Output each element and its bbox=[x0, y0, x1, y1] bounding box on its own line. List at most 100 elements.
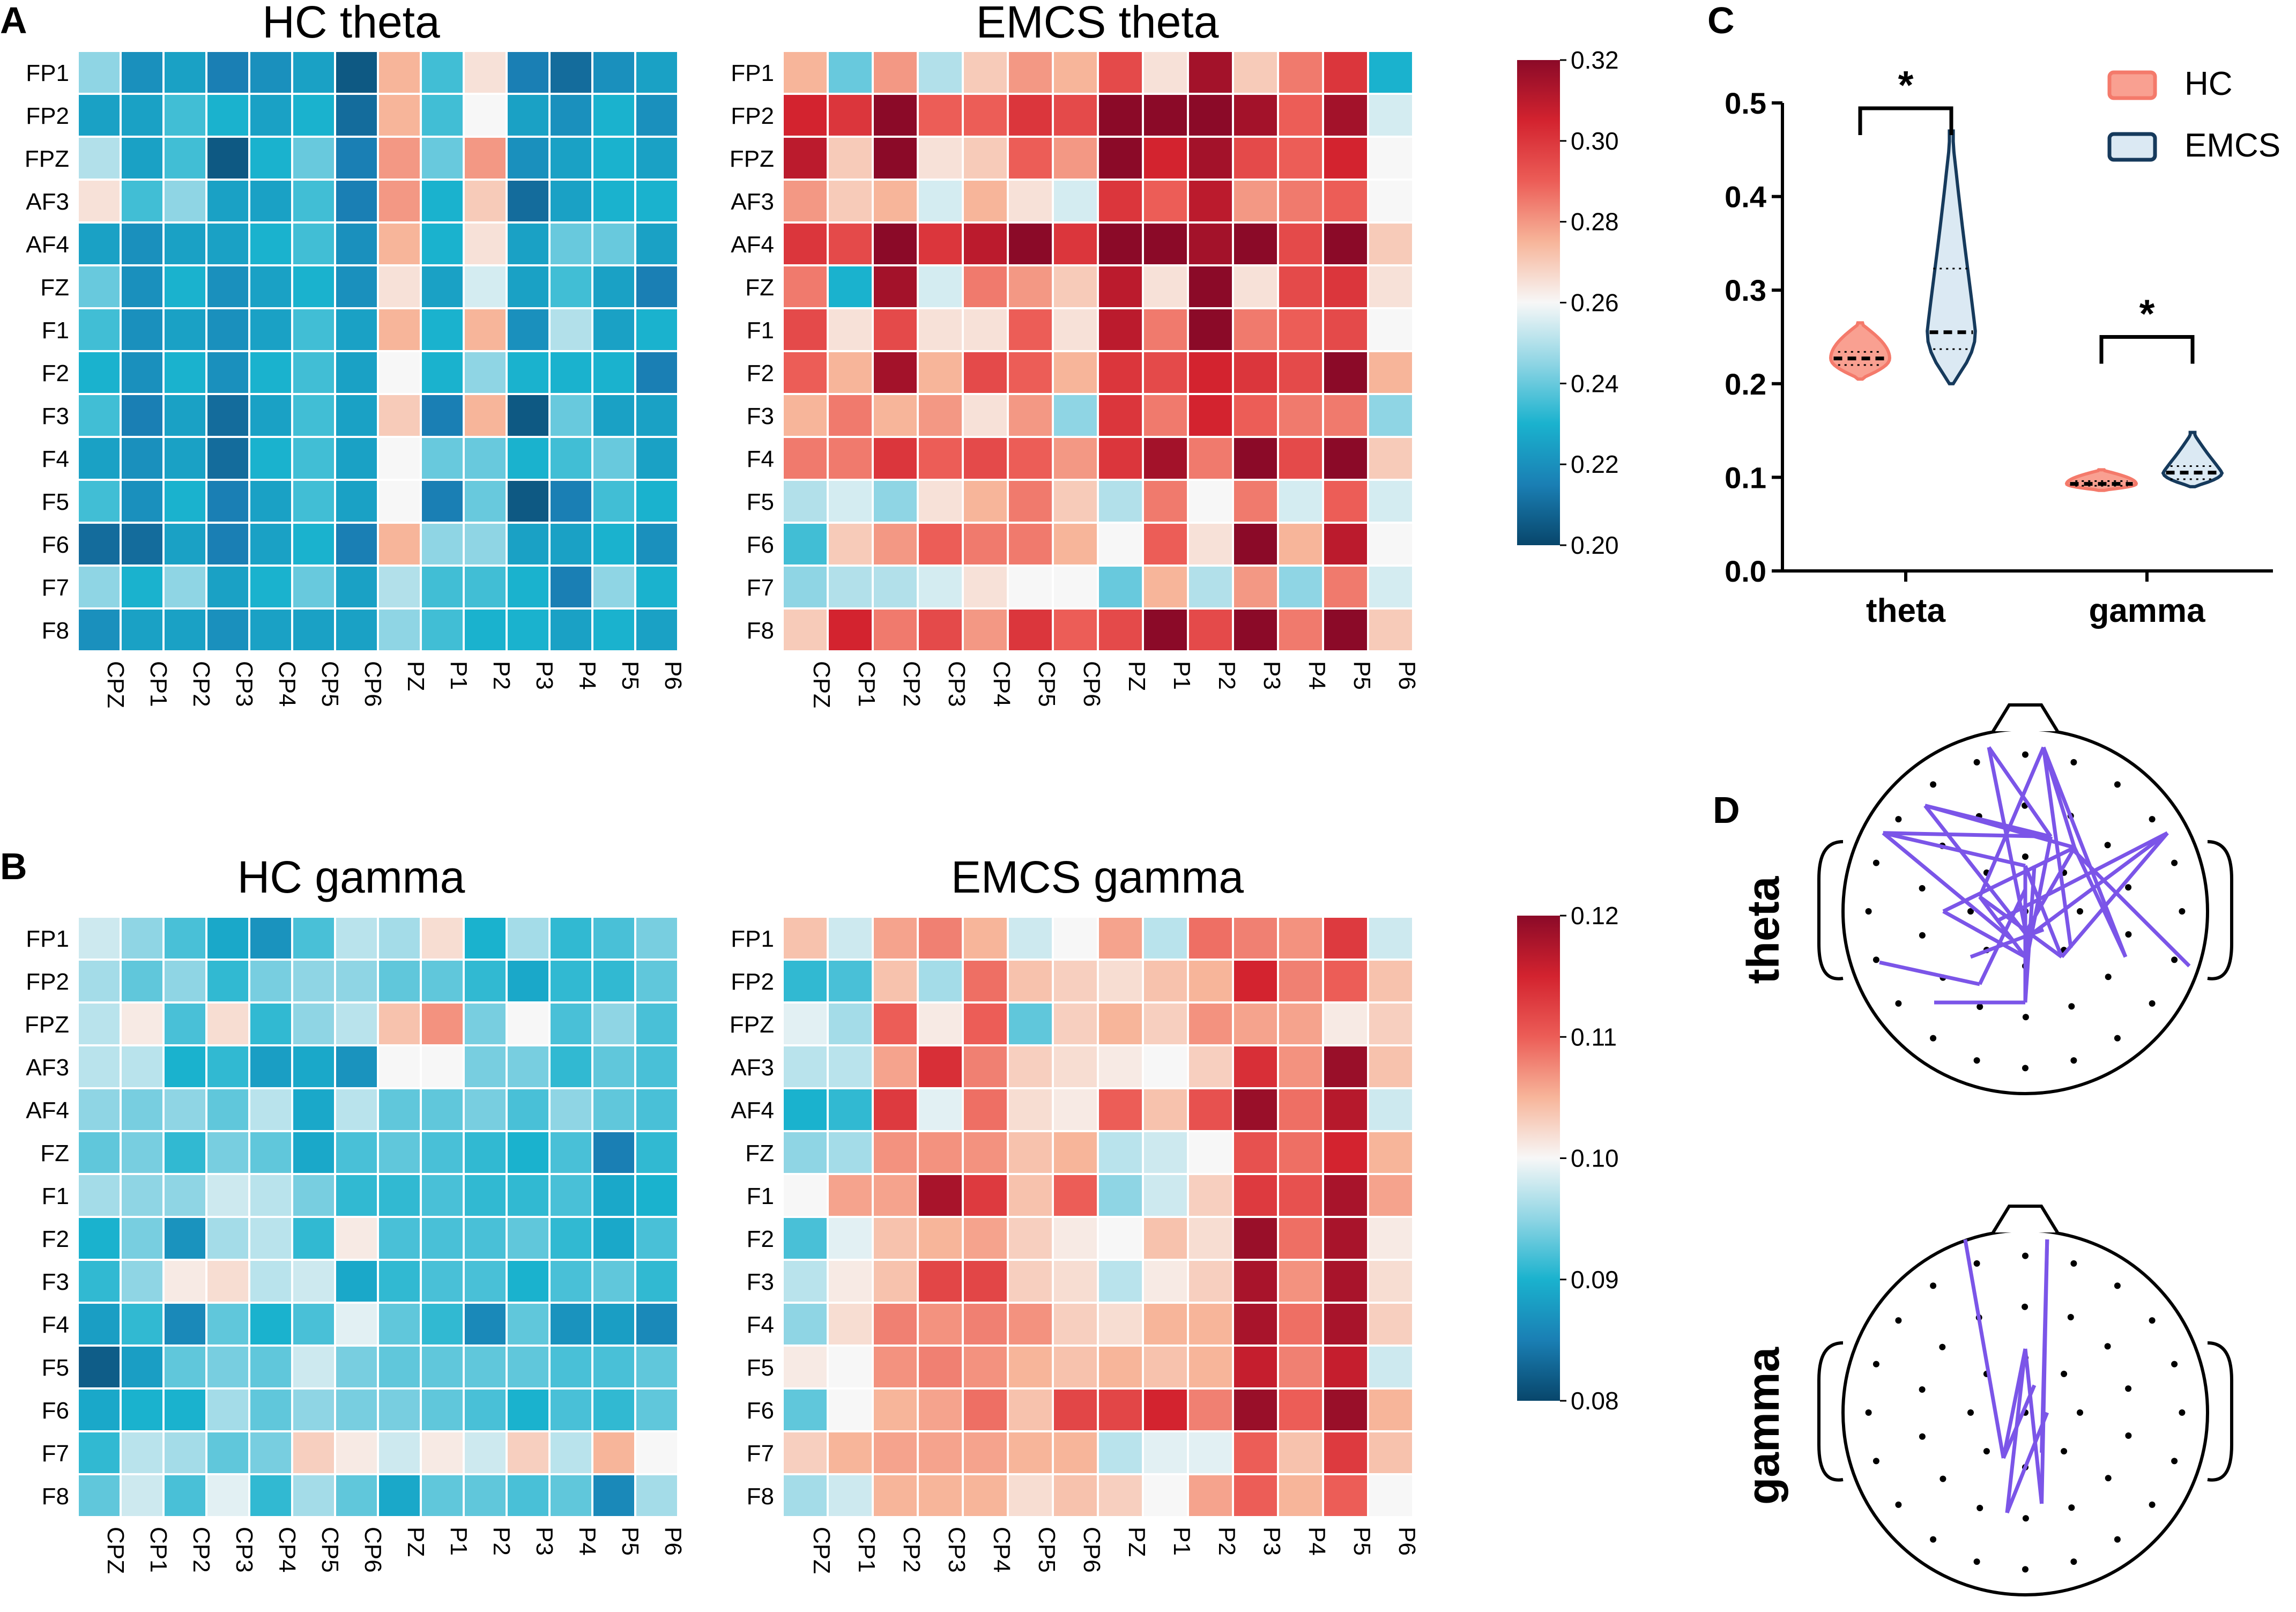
heatmap-cell bbox=[463, 1259, 508, 1304]
electrode bbox=[1983, 1448, 1990, 1455]
heatmap-cell bbox=[1052, 564, 1099, 610]
heatmap-cell bbox=[1052, 50, 1099, 95]
heatmap-cell bbox=[591, 1044, 636, 1089]
heatmap-cell bbox=[420, 264, 465, 309]
heatmap-cell bbox=[205, 264, 250, 309]
heatmap-cell bbox=[1322, 136, 1369, 181]
heatmap-cell bbox=[962, 93, 1009, 138]
heatmap-cell bbox=[162, 1001, 207, 1046]
heatmap-cell bbox=[334, 1044, 379, 1089]
heatmap-cell bbox=[77, 1044, 122, 1089]
heatmap-cell bbox=[1142, 1216, 1189, 1261]
heatmap-cell bbox=[1097, 522, 1144, 567]
heatmap-cell bbox=[1367, 522, 1414, 567]
heatmap-cell bbox=[962, 136, 1009, 181]
heatmap-cell bbox=[1097, 1001, 1144, 1046]
heatmap-cell bbox=[248, 350, 293, 395]
heatmap-cell bbox=[634, 221, 679, 266]
heatmap-cell bbox=[827, 436, 874, 481]
heatmap-cell bbox=[962, 1001, 1009, 1046]
heatmap-cell bbox=[1322, 1130, 1369, 1175]
heatmap-cell bbox=[205, 1044, 250, 1089]
connection-line bbox=[2069, 846, 2191, 968]
electrode bbox=[2067, 1314, 2074, 1320]
heatmap-cell bbox=[506, 959, 551, 1004]
heatmap-cell bbox=[120, 50, 165, 95]
col-label: PZ bbox=[1124, 661, 1150, 691]
heatmap-cell bbox=[1097, 1216, 1144, 1261]
heatmap-cell bbox=[1277, 1473, 1324, 1518]
heatmap-cell bbox=[962, 307, 1009, 352]
heatmap-cell bbox=[1322, 1302, 1369, 1347]
heatmap-cell bbox=[1367, 179, 1414, 224]
electrode bbox=[1895, 1317, 1902, 1324]
heatmap-cell bbox=[548, 1430, 593, 1475]
row-label: AF4 bbox=[731, 1097, 774, 1124]
heatmap-cell bbox=[1277, 1302, 1324, 1347]
heatmap-cell bbox=[634, 136, 679, 181]
heatmap-cell bbox=[1007, 50, 1054, 95]
heatmap-cell bbox=[1097, 93, 1144, 138]
heatmap-cell bbox=[1232, 179, 1279, 224]
heatmap-cell bbox=[506, 1087, 551, 1132]
heatmap-cell bbox=[1097, 136, 1144, 181]
heatmap-cell bbox=[962, 1387, 1009, 1432]
heatmap-cell bbox=[248, 1044, 293, 1089]
heatmap-cell bbox=[591, 350, 636, 395]
heatmap-cell bbox=[1367, 1173, 1414, 1218]
significance-star: * bbox=[2139, 292, 2155, 336]
heatmap-cell bbox=[1232, 564, 1279, 610]
heatmap-cell bbox=[827, 1001, 874, 1046]
heatmap-cell bbox=[782, 959, 829, 1004]
heatmap-cell bbox=[1322, 93, 1369, 138]
heatmap-cell bbox=[334, 436, 379, 481]
heatmap-cell bbox=[205, 1216, 250, 1261]
heatmap-cell bbox=[291, 93, 336, 138]
heatmap-cell bbox=[1007, 1044, 1054, 1089]
heatmap-cell bbox=[463, 264, 508, 309]
electrode bbox=[2104, 1343, 2111, 1350]
electrode bbox=[1967, 1409, 1974, 1416]
colorbar-tick-label: 0.24 bbox=[1571, 369, 1619, 397]
heatmap-cell bbox=[120, 179, 165, 224]
heatmap-cell bbox=[782, 916, 829, 961]
electrode bbox=[1873, 1458, 1879, 1465]
heatmap-cell bbox=[591, 959, 636, 1004]
heatmap-cell bbox=[782, 264, 829, 309]
heatmap-cell bbox=[334, 136, 379, 181]
heatmap-cell bbox=[1007, 1216, 1054, 1261]
heatmap-cell bbox=[334, 1173, 379, 1218]
col-label: P2 bbox=[488, 661, 515, 690]
row-label: F6 bbox=[42, 1398, 69, 1424]
col-label: CP2 bbox=[898, 661, 925, 707]
heatmap-cell bbox=[162, 1173, 207, 1218]
heatmap-cell bbox=[1187, 607, 1234, 652]
row-label: F5 bbox=[42, 489, 69, 515]
heatmap-cell bbox=[77, 179, 122, 224]
electrode bbox=[1895, 1000, 1902, 1007]
heatmap-cell bbox=[248, 1302, 293, 1347]
heatmap-cell bbox=[506, 522, 551, 567]
heatmap-cell bbox=[634, 959, 679, 1004]
col-label: CP5 bbox=[317, 1527, 343, 1573]
electrode bbox=[2114, 1282, 2121, 1289]
heatmap-cell bbox=[506, 1430, 551, 1475]
electrode bbox=[1895, 816, 1902, 823]
heatmap-hc-theta: HC theta FP1 FP2 FPZ AF3 AF4 FZ F1 F2 F3 F4 F5 F6 F7… bbox=[25, 0, 686, 708]
heatmap-cell bbox=[463, 50, 508, 95]
col-label: CP1 bbox=[853, 1527, 880, 1573]
heatmap-cell bbox=[205, 1001, 250, 1046]
heatmap-cell bbox=[1277, 264, 1324, 309]
heatmap-cell bbox=[1052, 1473, 1099, 1518]
heatmap-cell bbox=[420, 564, 465, 610]
heatmap-cell bbox=[1277, 1173, 1324, 1218]
heatmap-cell bbox=[1097, 564, 1144, 610]
heatmap-cell bbox=[827, 221, 874, 266]
electrode bbox=[1939, 1343, 1946, 1350]
ear bbox=[1817, 840, 1844, 980]
heatmap-cell bbox=[291, 1473, 336, 1518]
heatmap-cell bbox=[591, 307, 636, 352]
row-label: F1 bbox=[42, 317, 69, 344]
colorbar-tick-label: 0.22 bbox=[1571, 450, 1619, 478]
heatmap-cell bbox=[1097, 221, 1144, 266]
